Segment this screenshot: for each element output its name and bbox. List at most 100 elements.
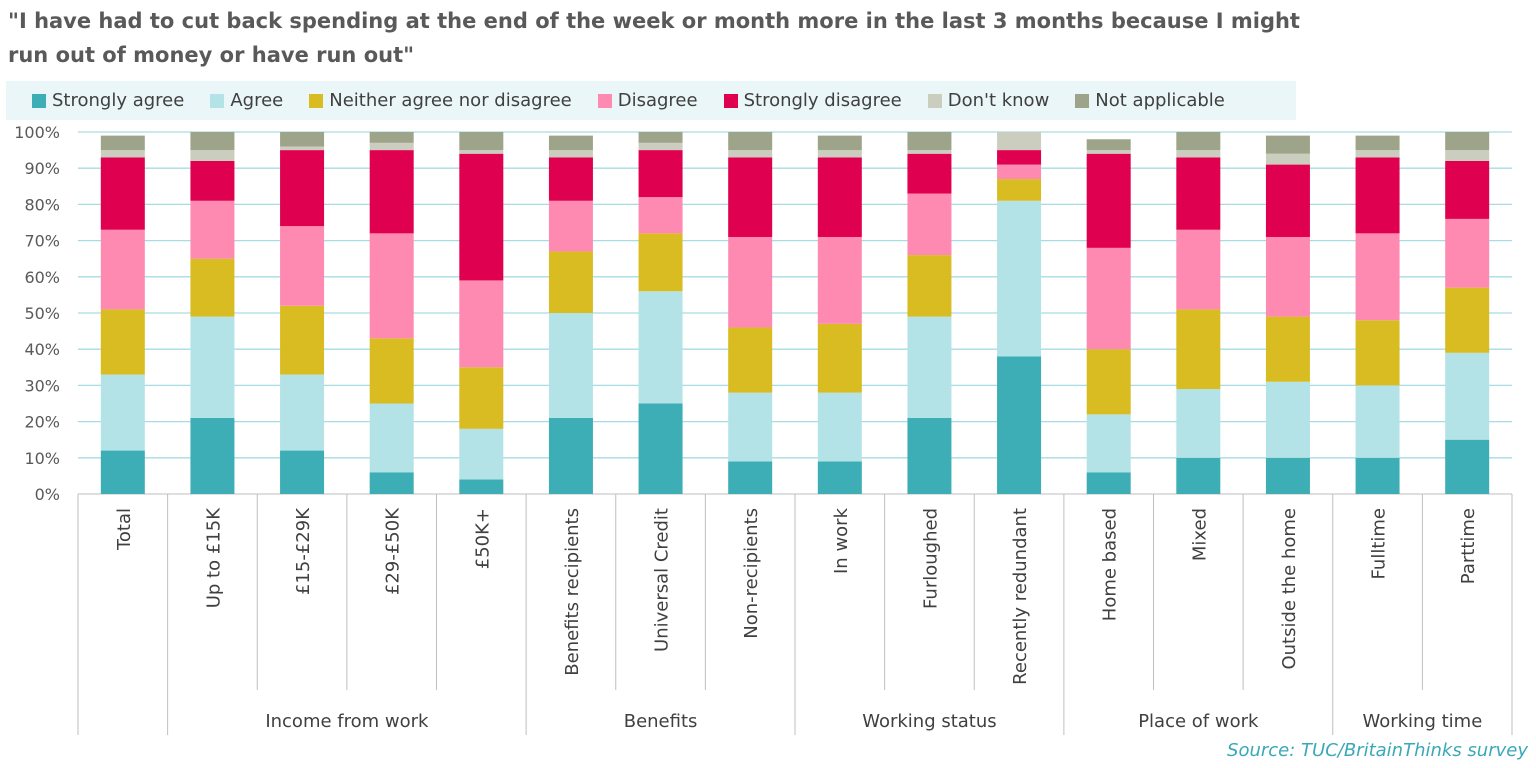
- bar-segment: [817, 323, 862, 393]
- bar-segment: [1176, 150, 1221, 158]
- bar-segment: [459, 150, 504, 154]
- y-tick-label: 100%: [14, 123, 60, 142]
- bar-segment: [369, 233, 414, 339]
- bar-segment: [280, 132, 325, 147]
- bar-segment: [997, 200, 1042, 357]
- bar-segment: [280, 374, 325, 451]
- bar-segment: [548, 251, 593, 313]
- bar-segment: [459, 153, 504, 281]
- bar-segment: [638, 233, 683, 292]
- bar-segment: [728, 327, 773, 393]
- bar-segment: [638, 132, 683, 143]
- bar-segment: [638, 403, 683, 494]
- legend-swatch: [1075, 93, 1090, 108]
- bar-segment: [728, 461, 773, 494]
- bar-segment: [997, 132, 1042, 151]
- x-tick-label: Home based: [1100, 508, 1121, 621]
- bar-segment: [1355, 150, 1400, 158]
- bar-segment: [280, 226, 325, 306]
- bar-segment: [1086, 414, 1131, 473]
- bar-segment: [459, 367, 504, 429]
- bar-segment: [1086, 139, 1131, 151]
- y-tick-label: 40%: [24, 340, 60, 359]
- bar-segment: [369, 403, 414, 473]
- bar-segment: [1086, 349, 1131, 415]
- x-tick-label: Fulltime: [1369, 508, 1390, 579]
- bar-segment: [190, 258, 235, 317]
- legend-label: Agree: [230, 90, 284, 111]
- bar-segment: [100, 229, 145, 310]
- legend-label: Not applicable: [1095, 90, 1225, 111]
- legend-swatch: [210, 93, 225, 108]
- bar-segment: [100, 135, 145, 151]
- legend-item: Not applicable: [1075, 90, 1225, 111]
- bar-segment: [369, 150, 414, 234]
- bar-segment: [1445, 160, 1490, 219]
- bar-segment: [100, 309, 145, 375]
- bar-segment: [907, 417, 952, 494]
- bar-segment: [1355, 157, 1400, 234]
- bar-segment: [817, 461, 862, 494]
- bar-segment: [1355, 135, 1400, 151]
- legend-swatch: [32, 93, 46, 108]
- bar-segment: [548, 200, 593, 252]
- bar-segment: [817, 392, 862, 462]
- y-tick-label: 70%: [24, 232, 60, 251]
- bar-segment: [280, 450, 325, 494]
- bar-segment: [100, 450, 145, 494]
- x-tick-label: In work: [831, 507, 852, 574]
- bar-segment: [369, 338, 414, 404]
- x-tick-label: £50K+: [472, 508, 493, 569]
- x-tick-label: £15-£29K: [293, 507, 314, 595]
- bar-segment: [907, 132, 952, 151]
- bar-segment: [459, 479, 504, 494]
- y-tick-label: 10%: [24, 449, 60, 468]
- bar-segment: [1086, 247, 1131, 350]
- bar-segment: [548, 313, 593, 418]
- bar-segment: [817, 135, 862, 151]
- y-tick-label: 80%: [24, 195, 60, 214]
- y-tick-label: 0%: [35, 485, 60, 504]
- bar-segment: [1265, 381, 1310, 458]
- bar-segment: [907, 150, 952, 154]
- bar-segment: [728, 132, 773, 151]
- bar-segment: [907, 316, 952, 418]
- legend-swatch: [723, 93, 738, 108]
- legend-item: Strongly agree: [32, 90, 184, 111]
- bar-segment: [280, 150, 325, 227]
- legend-label: Don't know: [947, 90, 1050, 111]
- bar-segment: [1445, 132, 1490, 151]
- bar-segment: [459, 280, 504, 368]
- bar-segment: [548, 150, 593, 158]
- bar-segment: [1176, 157, 1221, 230]
- legend-label: Disagree: [617, 90, 698, 111]
- bar-segment: [1445, 439, 1490, 494]
- x-tick-label: Recently redundant: [1010, 508, 1031, 685]
- bar-segment: [1265, 236, 1310, 317]
- legend-swatch: [927, 93, 942, 108]
- bar-segment: [728, 236, 773, 328]
- bar-segment: [548, 417, 593, 494]
- legend-label: Strongly agree: [52, 90, 185, 111]
- bar-segment: [1355, 457, 1400, 494]
- y-tick-label: 50%: [24, 304, 60, 323]
- bar-segment: [190, 316, 235, 418]
- y-tick-label: 20%: [24, 413, 60, 432]
- bar-segment: [1355, 385, 1400, 458]
- bar-segment: [638, 150, 683, 198]
- legend-label: Strongly disagree: [743, 90, 902, 111]
- bar-segment: [369, 472, 414, 494]
- x-tick-label: Up to £15K: [203, 507, 224, 608]
- x-tick-label: Mixed: [1189, 508, 1210, 561]
- y-tick-label: 90%: [24, 159, 60, 178]
- legend-item: Strongly disagree: [723, 90, 902, 111]
- legend-item: Agree: [210, 90, 283, 111]
- legend-item: Neither agree nor disagree: [309, 90, 572, 111]
- x-tick-label: Parttime: [1458, 508, 1479, 584]
- group-label: Working status: [862, 711, 996, 732]
- bar-segment: [907, 193, 952, 256]
- y-tick-label: 60%: [24, 268, 60, 287]
- bar-segment: [997, 164, 1042, 180]
- bar-segment: [817, 236, 862, 324]
